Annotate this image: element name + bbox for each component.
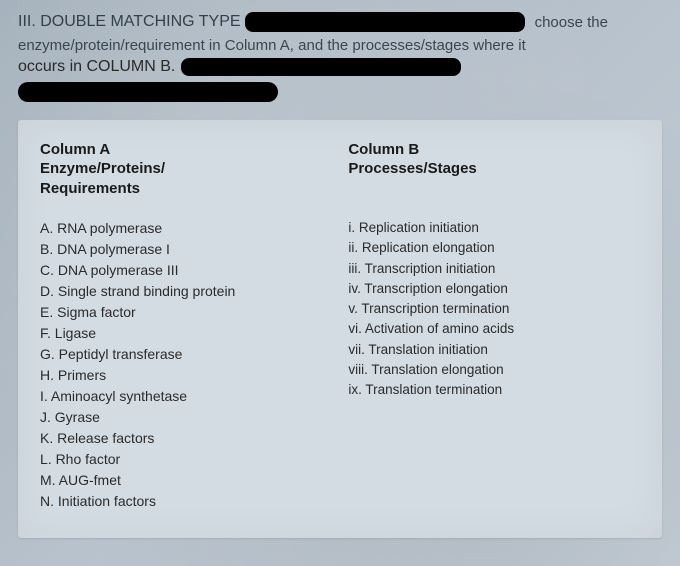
list-item: I. Aminoacyl synthetase: [40, 386, 348, 407]
list-item: L. Rho factor: [40, 449, 348, 470]
list-item: M. AUG-fmet: [40, 470, 348, 491]
column-a: Column A Enzyme/Proteins/ Requirements A…: [40, 140, 348, 513]
instruction-line-2: occurs in COLUMN B.: [18, 58, 662, 76]
list-item: vii. Translation initiation: [348, 340, 642, 360]
instruction-line-1: enzyme/protein/requirement in Column A, …: [18, 36, 662, 56]
list-item: N. Initiation factors: [40, 491, 348, 512]
col-a-header-1: Column A: [40, 140, 348, 160]
list-item: v. Transcription termination: [348, 299, 642, 319]
col-b-header-1: Column B: [348, 140, 642, 160]
redaction-bar: [18, 82, 278, 102]
column-b: Column B Processes/Stages . i. Replicati…: [348, 140, 642, 513]
list-item: iii. Transcription initiation: [348, 259, 642, 279]
list-item: J. Gyrase: [40, 407, 348, 428]
list-item: ii. Replication elongation: [348, 238, 642, 258]
list-item: A. RNA polymerase: [40, 218, 348, 239]
col-a-header-3: Requirements: [40, 179, 348, 199]
matching-card: Column A Enzyme/Proteins/ Requirements A…: [18, 120, 662, 539]
choose-text: choose the: [535, 14, 608, 31]
list-item: viii. Translation elongation: [348, 360, 642, 380]
occurs-text: occurs in COLUMN B.: [18, 58, 175, 76]
column-b-header: Column B Processes/Stages .: [348, 140, 642, 199]
list-item: vi. Activation of amino acids: [348, 319, 642, 339]
list-item: K. Release factors: [40, 428, 348, 449]
column-a-list: A. RNA polymerase B. DNA polymerase I C.…: [40, 218, 348, 512]
list-item: F. Ligase: [40, 323, 348, 344]
list-item: G. Peptidyl transferase: [40, 344, 348, 365]
col-b-header-2: Processes/Stages: [348, 159, 642, 179]
redaction-bar: [181, 58, 461, 76]
title-line: III. DOUBLE MATCHING TYPE choose the: [18, 12, 662, 32]
list-item: H. Primers: [40, 365, 348, 386]
list-item: E. Sigma factor: [40, 302, 348, 323]
col-a-header-2: Enzyme/Proteins/: [40, 159, 348, 179]
list-item: i. Replication initiation: [348, 218, 642, 238]
list-item: D. Single strand binding protein: [40, 281, 348, 302]
list-item: iv. Transcription elongation: [348, 279, 642, 299]
redaction-bar: [245, 12, 525, 32]
list-item: ix. Translation termination: [348, 380, 642, 400]
list-item: C. DNA polymerase III: [40, 260, 348, 281]
column-b-list: i. Replication initiation ii. Replicatio…: [348, 218, 642, 400]
list-item: B. DNA polymerase I: [40, 239, 348, 260]
column-a-header: Column A Enzyme/Proteins/ Requirements: [40, 140, 348, 199]
section-title: III. DOUBLE MATCHING TYPE: [18, 13, 241, 31]
question-header: III. DOUBLE MATCHING TYPE choose the enz…: [18, 12, 662, 102]
